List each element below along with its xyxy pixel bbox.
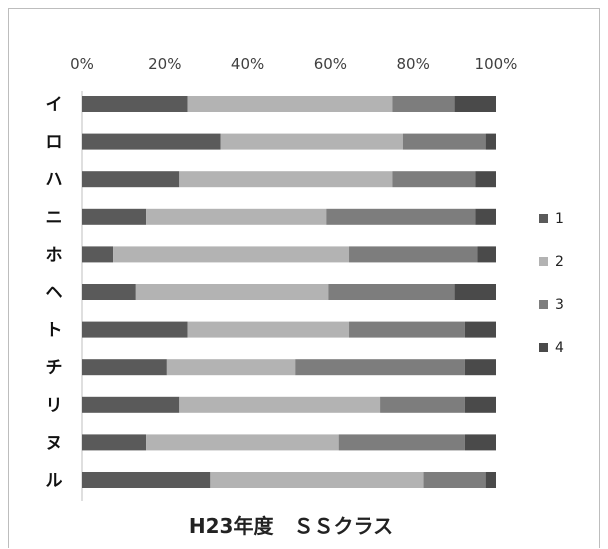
category-label: ヘ	[46, 283, 63, 303]
category-label: チ	[46, 358, 63, 378]
bar-segment-series-2	[210, 472, 424, 488]
bar-segment-series-2	[113, 246, 350, 263]
legend-swatch	[539, 214, 548, 223]
bar-segment-series-4	[464, 359, 496, 376]
chart-title: H23年度 ＳＳクラス	[189, 514, 393, 538]
bar-segment-series-1	[82, 284, 136, 300]
category-label: リ	[46, 396, 63, 416]
category-label: ヌ	[46, 433, 63, 453]
bar-segment-series-3	[380, 396, 465, 413]
x-tick-label: 80%	[397, 55, 430, 73]
bar-segment-series-3	[295, 359, 465, 376]
bar-segment-series-2	[135, 284, 329, 300]
bar-segment-series-3	[328, 284, 455, 300]
bar-segment-series-3	[338, 434, 465, 451]
bar-segment-series-3	[423, 472, 486, 488]
category-label: ル	[46, 471, 63, 491]
x-tick-label: 60%	[314, 55, 347, 73]
bar-segment-series-2	[179, 396, 381, 413]
bar-segment-series-2	[179, 171, 393, 188]
bar-segment-series-3	[349, 246, 478, 263]
bar-segment-series-2	[146, 434, 339, 451]
bar-segment-series-4	[464, 396, 496, 413]
category-label: ロ	[46, 133, 63, 153]
x-tick-label: 100%	[475, 55, 518, 73]
x-tick-label: 20%	[148, 55, 181, 73]
bar-segment-series-1	[82, 434, 147, 451]
bar-segment-series-2	[220, 133, 403, 150]
legend-label: 4	[555, 340, 564, 356]
x-axis-ticks: 0% 20% 40% 60% 80% 100%	[70, 55, 517, 73]
bar-segment-series-2	[187, 321, 350, 338]
bar-segment-series-3	[392, 171, 476, 188]
category-label: ホ	[46, 245, 63, 265]
bar-segment-series-2	[166, 359, 296, 376]
bar-segment-series-4	[485, 472, 496, 488]
bar-segment-series-3	[392, 96, 455, 112]
bar-segment-series-1	[82, 246, 114, 263]
bar-segment-series-1	[82, 321, 188, 338]
legend-swatch	[539, 300, 548, 309]
category-label: イ	[46, 95, 63, 115]
bar-segment-series-1	[82, 133, 221, 150]
bar-segment-series-4	[454, 284, 496, 300]
bar-segment-series-1	[82, 359, 167, 376]
x-tick-label: 0%	[70, 55, 94, 73]
bar-segment-series-3	[349, 321, 465, 338]
bar-segment-series-4	[464, 434, 496, 451]
legend-swatch	[539, 343, 548, 352]
x-tick-label: 40%	[231, 55, 264, 73]
bar-segment-series-4	[454, 96, 496, 112]
bar-segment-series-4	[477, 246, 496, 263]
legend-label: 1	[555, 211, 564, 227]
chart-frame: 0% 20% 40% 60% 80% 100% イロハニホヘトチリヌル 1 2 3 4 H23年…	[8, 8, 600, 548]
bar-segment-series-4	[475, 171, 496, 188]
bar-segment-series-2	[146, 208, 327, 225]
category-label: ト	[46, 321, 63, 341]
bars	[82, 96, 496, 488]
bar-segment-series-1	[82, 396, 180, 413]
legend-swatch	[539, 257, 548, 266]
category-label: ハ	[46, 170, 63, 190]
bar-segment-series-1	[82, 208, 147, 225]
bar-segment-series-1	[82, 171, 180, 188]
bar-segment-series-1	[82, 96, 188, 112]
bar-segment-series-2	[187, 96, 393, 112]
bar-segment-series-1	[82, 472, 211, 488]
bar-segment-series-3	[402, 133, 486, 150]
category-label: ニ	[46, 208, 63, 228]
bar-segment-series-4	[485, 133, 496, 150]
legend: 1 2 3 4	[539, 211, 564, 356]
bar-segment-series-4	[475, 208, 496, 225]
legend-label: 3	[555, 297, 564, 313]
bar-segment-series-4	[464, 321, 496, 338]
legend-label: 2	[555, 254, 564, 270]
bar-segment-series-3	[326, 208, 476, 225]
